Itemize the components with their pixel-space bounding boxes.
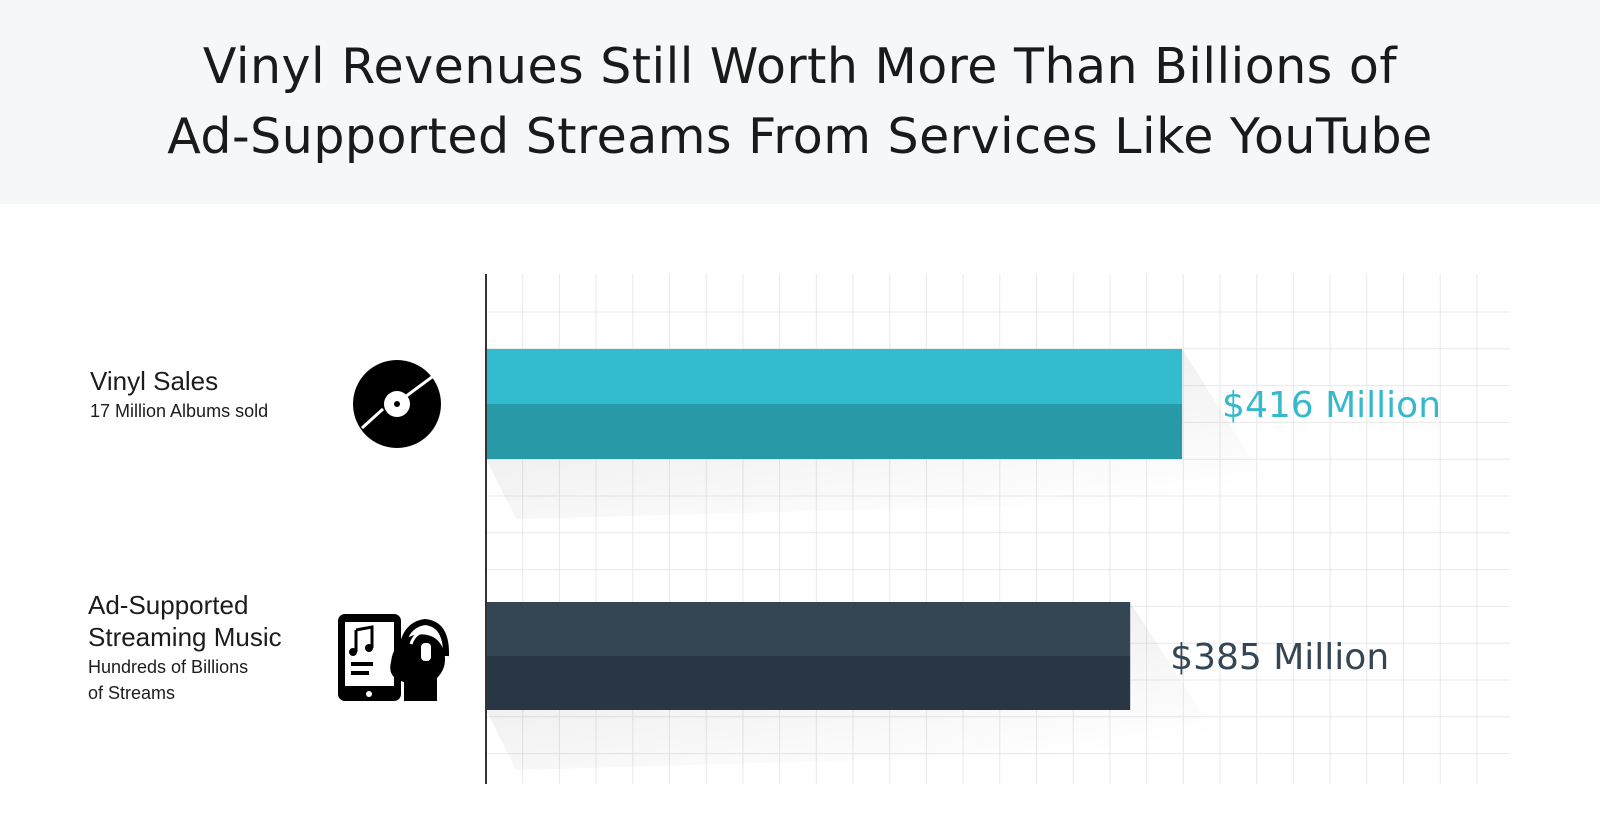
bar-ad-supported-streaming [486,602,1131,710]
category-subtitle: Hundreds of Billions [88,657,248,677]
bar-top-half [486,349,1183,404]
vinyl-record-icon [353,360,441,448]
bar-bottom-half [486,404,1183,459]
value-label: $416 Million [1222,385,1441,426]
page-title-line-2: Ad-Supported Streams From Services Like … [167,108,1433,165]
category-name: Streaming Music [88,622,282,652]
header: Vinyl Revenues Still Worth More Than Bil… [0,0,1600,204]
category-subtitle: of Streams [88,683,175,703]
category-name: Ad-Supported [88,590,248,620]
category-labels: $416 Million Vinyl Sales 17 Million Albums… [88,366,1441,703]
bars [486,349,1183,710]
tablet-music-headphones-icon [338,614,450,701]
category-icons [338,360,450,701]
page-title-line-1: Vinyl Revenues Still Worth More Than Bil… [202,38,1398,95]
bar-vinyl-sales [486,349,1183,459]
bar-top-half [486,602,1131,656]
value-label: $385 Million [1170,637,1389,678]
bar-chart: $416 Million Vinyl Sales 17 Million Albums… [88,274,1510,784]
category-subtitle: 17 Million Albums sold [90,401,268,421]
bar-bottom-half [486,656,1131,710]
category-name: Vinyl Sales [90,366,218,396]
